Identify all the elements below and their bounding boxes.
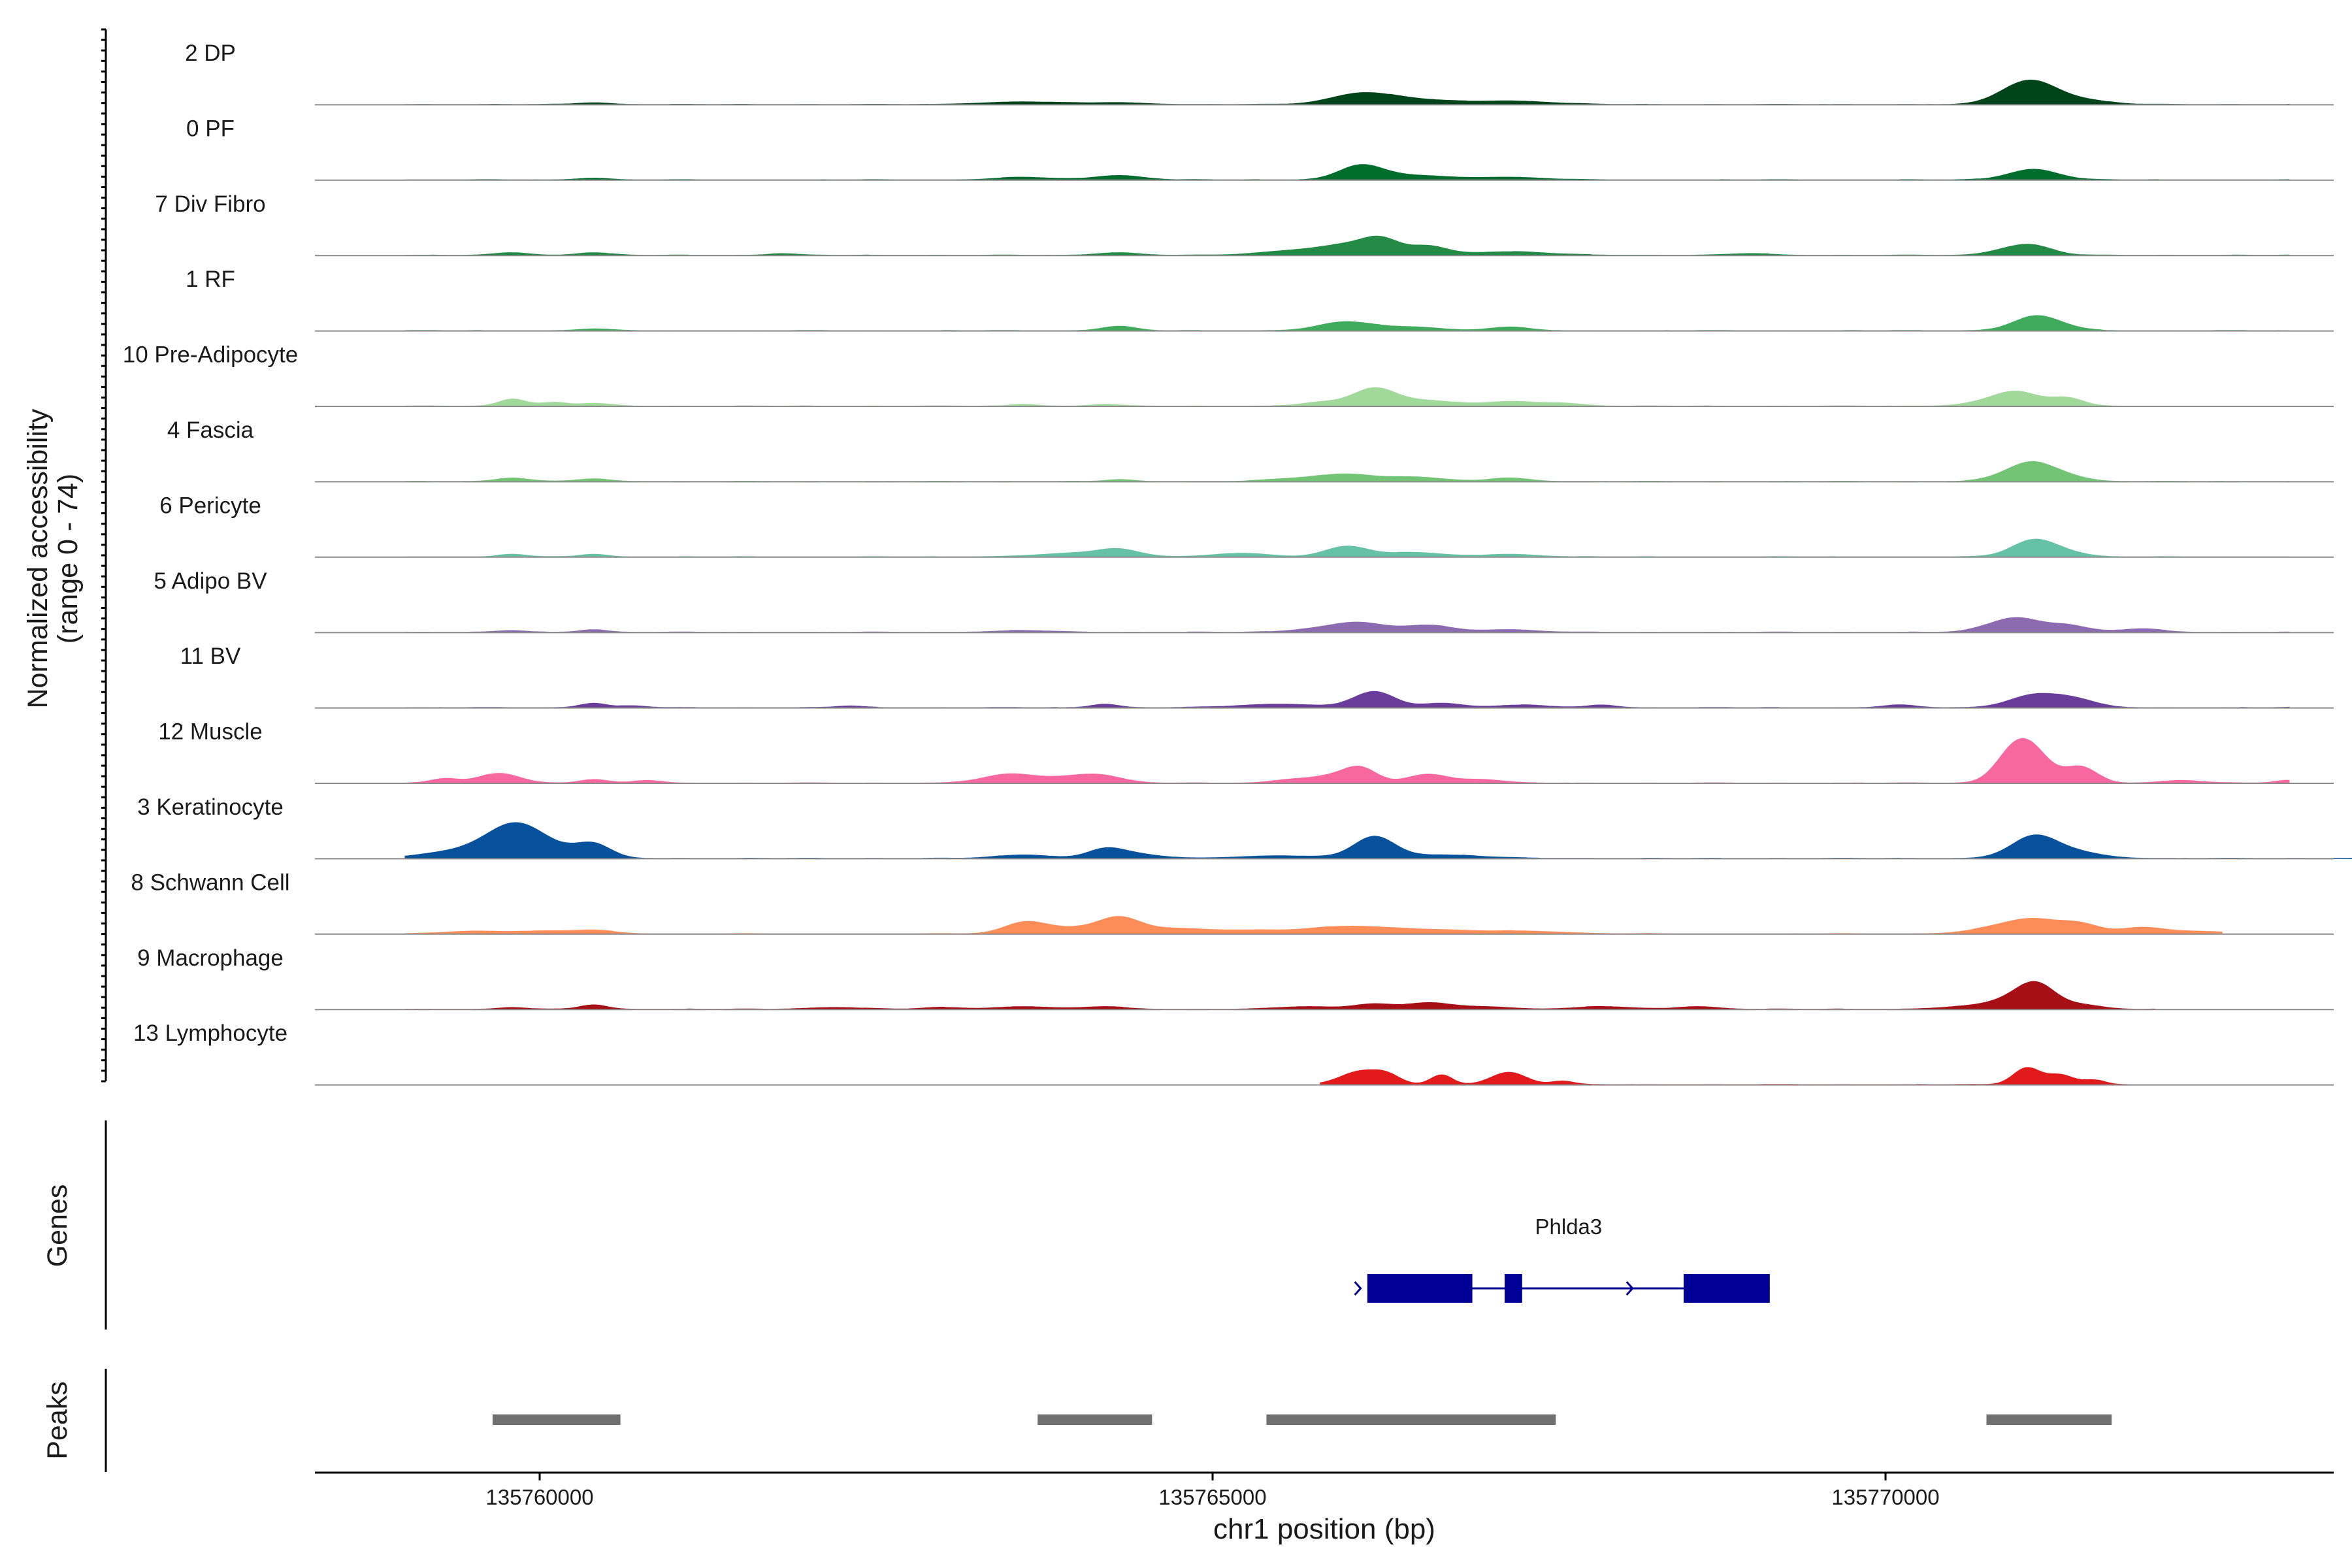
coverage-area — [404, 538, 2290, 558]
coverage-area — [404, 738, 2290, 784]
coverage-area — [1320, 1067, 2129, 1086]
track-label: 5 Adipo BV — [154, 568, 267, 594]
track-label: 4 Fascia — [167, 417, 254, 443]
y-axis-title: Normalized accessibility — [22, 408, 54, 708]
coverage-area — [404, 691, 2290, 709]
track-label: 8 Schwann Cell — [131, 870, 289, 895]
gene-name-label: Phlda3 — [1535, 1215, 1603, 1239]
track-10: 12 Muscle — [158, 719, 2334, 784]
coverage-area — [404, 916, 2223, 935]
track-12: 8 Schwann Cell — [131, 870, 2334, 935]
y-axis-ticks — [101, 28, 106, 1083]
coverage-area — [404, 79, 2290, 105]
gene-exon — [1505, 1274, 1522, 1303]
track-label: 9 Macrophage — [137, 945, 284, 971]
track-label: 6 Pericyte — [159, 493, 261, 518]
peak-regions — [492, 1414, 2112, 1425]
track-2: 0 PF — [186, 116, 2334, 181]
peak-region — [1266, 1414, 1556, 1425]
track-3: 7 Div Fibro — [155, 191, 2334, 257]
x-tick-label: 135770000 — [1831, 1485, 1939, 1509]
coverage-area — [404, 822, 2352, 859]
track-label: 0 PF — [186, 116, 235, 141]
track-13: 9 Macrophage — [137, 945, 2334, 1011]
coverage-area — [404, 235, 2290, 256]
track-label: 3 Keratinocyte — [137, 794, 284, 820]
coverage-area — [404, 315, 2290, 332]
coverage-area — [404, 617, 2290, 633]
coverage-tracks: 2 DP 0 PF 7 Div Fibro 1 RF 10 Pre-Adipocyte 4… — [123, 41, 2352, 1086]
x-axis: 135760000 135765000 135770000 — [485, 1473, 1940, 1509]
peak-region — [1037, 1414, 1152, 1425]
track-14: 13 Lymphocyte — [133, 1021, 2334, 1086]
track-8: 5 Adipo BV — [154, 568, 2334, 634]
track-label: 13 Lymphocyte — [133, 1021, 287, 1046]
track-label: 12 Muscle — [158, 719, 263, 745]
track-label: 7 Div Fibro — [155, 191, 265, 217]
coverage-area — [404, 461, 2290, 482]
track-1: 2 DP — [185, 41, 2334, 106]
track-label: 11 BV — [180, 644, 241, 669]
coverage-area — [404, 387, 2155, 407]
track-label: 10 Pre-Adipocyte — [123, 342, 298, 368]
strand-arrow — [1462, 1281, 1470, 1296]
track-4: 1 RF — [186, 267, 2334, 332]
y-axis — [101, 28, 107, 1083]
strand-arrow — [1354, 1281, 1362, 1296]
track-label: 2 DP — [185, 41, 236, 66]
coverage-area — [404, 981, 2155, 1010]
gene-exon — [1367, 1274, 1473, 1303]
x-axis-title: chr1 position (bp) — [1213, 1513, 1435, 1545]
track-5: 10 Pre-Adipocyte — [123, 342, 2334, 407]
x-tick-label: 135760000 — [485, 1485, 593, 1509]
peak-region — [1986, 1414, 2112, 1425]
gene-model: Phlda3 — [1354, 1215, 1770, 1303]
strand-arrow — [1625, 1281, 1634, 1296]
track-9: 11 BV — [180, 644, 2334, 709]
track-11: 3 Keratinocyte — [137, 794, 2352, 860]
gene-exon — [1684, 1274, 1770, 1303]
peaks-panel-label: Peaks — [42, 1381, 73, 1460]
x-tick-label: 135765000 — [1158, 1485, 1266, 1509]
track-6: 4 Fascia — [167, 417, 2334, 483]
track-7: 6 Pericyte — [159, 493, 2334, 558]
y-axis-range-label: (range 0 - 74) — [52, 474, 84, 644]
genes-panel-label: Genes — [42, 1184, 73, 1267]
peak-region — [492, 1414, 621, 1425]
track-label: 1 RF — [186, 267, 235, 292]
coverage-area — [404, 164, 2290, 181]
